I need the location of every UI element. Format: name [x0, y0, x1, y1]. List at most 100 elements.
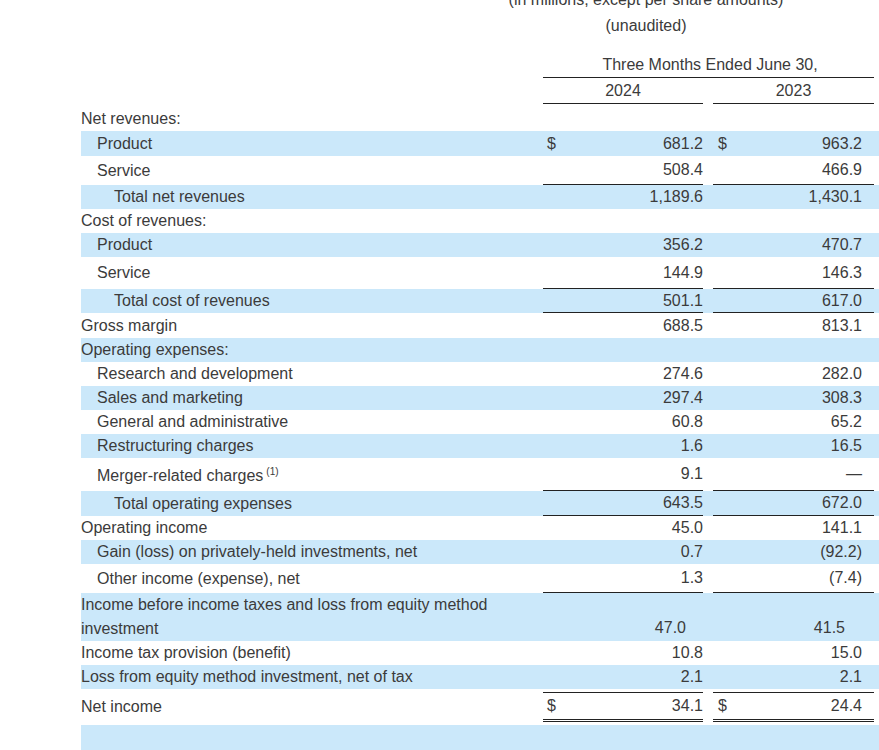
table-row: Product$681.2$963.2 [81, 131, 879, 156]
row-label: Gross margin [81, 314, 543, 338]
value-2024: 681.2 [663, 135, 703, 153]
row-label: Total operating expenses [81, 492, 543, 516]
value-2023: 470.7 [822, 236, 862, 254]
cell-2024: 60.8 [543, 410, 703, 434]
value-2024: 1.6 [681, 437, 703, 455]
value-2023: 466.9 [822, 161, 862, 179]
column-gap [703, 458, 713, 491]
cell-2023: 146.3 [713, 257, 874, 289]
cell-2024: 274.6 [543, 362, 703, 386]
dollar-sign-2024: $ [547, 697, 557, 715]
row-label: Operating income [81, 516, 543, 540]
column-gap [686, 593, 696, 641]
table-row: Service508.4466.9 [81, 156, 879, 185]
row-label: Other income (expense), net [81, 567, 543, 591]
value-2024: 45.0 [672, 519, 703, 537]
income-statement-page: (in millions, except per share amounts) … [0, 0, 879, 750]
dollar-sign-2024: $ [547, 135, 557, 153]
cell-2024: 45.0 [543, 516, 703, 540]
row-right-margin [874, 107, 879, 131]
cell-2023: 41.5 [696, 593, 857, 641]
value-2023: (92.2) [820, 543, 862, 561]
cell-2023: 15.0 [713, 641, 874, 665]
row-right-margin [874, 434, 879, 458]
value-2024: 60.8 [672, 413, 703, 431]
row-right-margin [874, 313, 879, 338]
row-right-margin [874, 257, 879, 289]
cell-2024: 1.3 [543, 564, 703, 593]
column-gap [703, 386, 713, 410]
column-header-2023: 2023 [713, 82, 874, 100]
value-2023: 146.3 [822, 264, 862, 282]
row-label: Product [81, 132, 543, 156]
row-right-margin [874, 564, 879, 593]
row-label: Merger-related charges(1) [81, 460, 543, 488]
value-2023: 24.4 [831, 697, 862, 715]
value-2024: 47.0 [655, 619, 686, 637]
cell-2023: 470.7 [713, 233, 874, 257]
column-gap [703, 185, 713, 209]
table-row [81, 725, 879, 750]
row-label: General and administrative [81, 410, 543, 434]
cell-2024: 144.9 [543, 257, 703, 289]
table-row: Total cost of revenues 501.1 617.0 [81, 289, 879, 313]
cell-2023: 617.0 [713, 289, 874, 313]
table-row: Total operating expenses643.5672.0 [81, 491, 879, 516]
cell-2024: 1,189.6 [543, 185, 703, 209]
table-row: Product356.2470.7 [81, 233, 879, 257]
table-row: Net revenues: [81, 107, 879, 131]
value-2024: 501.1 [663, 292, 703, 310]
value-2024: 10.8 [672, 644, 703, 662]
value-2024: 0.7 [681, 543, 703, 561]
column-gap [703, 665, 713, 689]
cell-2024: 47.0 [526, 593, 686, 641]
cell-2023 [713, 725, 874, 750]
cell-2023: 672.0 [713, 491, 874, 516]
cell-2023: 813.1 [713, 313, 874, 338]
row-right-margin [874, 233, 879, 257]
cell-2024 [543, 338, 703, 362]
cell-2023: $24.4 [713, 692, 874, 722]
row-label: Restructuring charges [81, 434, 543, 458]
column-gap [703, 516, 713, 540]
row-right-margin [874, 491, 879, 516]
value-2024: 34.1 [672, 697, 703, 715]
cell-2024: 508.4 [543, 156, 703, 185]
column-gap [703, 434, 713, 458]
value-2024: 356.2 [663, 236, 703, 254]
cell-2024 [543, 107, 703, 131]
cell-2023: 141.1 [713, 516, 874, 540]
table-row: Income before income taxes and loss from… [81, 593, 879, 641]
cell-2023 [713, 209, 874, 233]
cell-2024: 688.5 [543, 313, 703, 338]
table-row: Net income$34.1$24.4 [81, 689, 879, 725]
table-row: Gross margin 688.5 813.1 [81, 313, 879, 338]
value-2023: 41.5 [814, 619, 845, 637]
column-header-2024: 2024 [543, 82, 703, 100]
value-2024: 2.1 [681, 668, 703, 686]
column-gap [703, 641, 713, 665]
value-2023: 282.0 [822, 365, 862, 383]
unaudited-note: (unaudited) [606, 17, 687, 35]
cell-2023: 1,430.1 [713, 185, 874, 209]
row-label: Total cost of revenues [81, 289, 543, 313]
column-gap [703, 107, 713, 131]
cell-2023: 16.5 [713, 434, 874, 458]
cell-2024: 10.8 [543, 641, 703, 665]
footnote-marker: (1) [266, 466, 278, 477]
table-row: Operating income 45.0 141.1 [81, 516, 879, 540]
table-row: Cost of revenues: [81, 209, 879, 233]
column-gap [703, 564, 713, 593]
column-gap [703, 725, 713, 750]
row-right-margin [874, 725, 879, 750]
row-label: Gain (loss) on privately-held investment… [81, 540, 543, 564]
value-2023: 141.1 [822, 519, 862, 537]
table-row: Gain (loss) on privately-held investment… [81, 540, 879, 564]
row-right-margin [874, 185, 879, 209]
cell-2023 [713, 338, 874, 362]
row-right-margin [874, 516, 879, 540]
dollar-sign-2023: $ [718, 135, 728, 153]
column-underline-2023 [713, 103, 874, 104]
cell-2023 [713, 107, 874, 131]
value-2024: 688.5 [663, 317, 703, 335]
